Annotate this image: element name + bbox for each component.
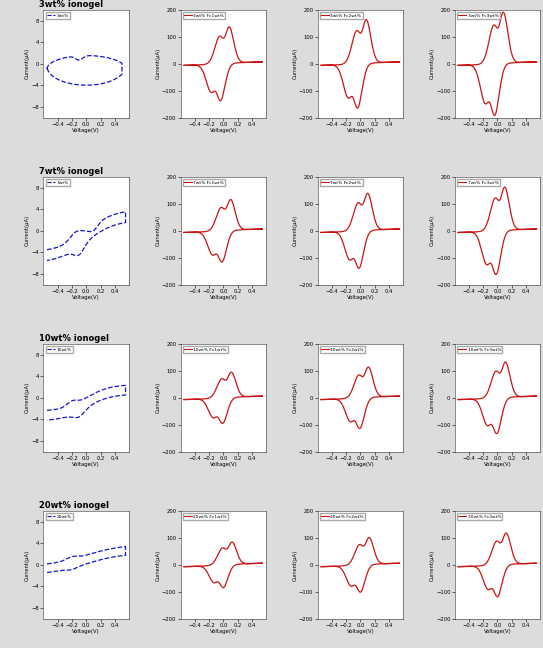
X-axis label: Voltage(V): Voltage(V) <box>346 128 374 133</box>
X-axis label: Voltage(V): Voltage(V) <box>484 462 512 467</box>
Y-axis label: Current(μA): Current(μA) <box>430 550 434 581</box>
Legend: 10wt% Fc1wt%: 10wt% Fc1wt% <box>183 346 228 353</box>
X-axis label: Voltage(V): Voltage(V) <box>72 629 100 634</box>
Legend: 3wt%: 3wt% <box>46 12 70 19</box>
Y-axis label: Current(μA): Current(μA) <box>25 382 30 413</box>
Text: 10wt% ionogel: 10wt% ionogel <box>39 334 109 343</box>
Legend: 20wt% Fc1wt%: 20wt% Fc1wt% <box>183 513 228 520</box>
Y-axis label: Current(μA): Current(μA) <box>430 48 434 79</box>
X-axis label: Voltage(V): Voltage(V) <box>210 295 237 300</box>
Legend: 7wt% Fc3wt%: 7wt% Fc3wt% <box>457 179 500 186</box>
Legend: 10wt% Fc3wt%: 10wt% Fc3wt% <box>457 346 502 353</box>
Text: 7wt% ionogel: 7wt% ionogel <box>39 167 103 176</box>
Legend: 20wt% Fc2wt%: 20wt% Fc2wt% <box>320 513 365 520</box>
Y-axis label: Current(μA): Current(μA) <box>155 382 160 413</box>
X-axis label: Voltage(V): Voltage(V) <box>346 629 374 634</box>
X-axis label: Voltage(V): Voltage(V) <box>72 128 100 133</box>
Y-axis label: Current(μA): Current(μA) <box>430 215 434 246</box>
Y-axis label: Current(μA): Current(μA) <box>25 48 30 79</box>
Text: 20wt% ionogel: 20wt% ionogel <box>39 502 109 510</box>
X-axis label: Voltage(V): Voltage(V) <box>210 462 237 467</box>
Legend: 20wt% Fc3wt%: 20wt% Fc3wt% <box>457 513 502 520</box>
Y-axis label: Current(μA): Current(μA) <box>155 550 160 581</box>
X-axis label: Voltage(V): Voltage(V) <box>210 128 237 133</box>
Y-axis label: Current(μA): Current(μA) <box>293 215 298 246</box>
Legend: 10wt% Fc2wt%: 10wt% Fc2wt% <box>320 346 365 353</box>
X-axis label: Voltage(V): Voltage(V) <box>72 462 100 467</box>
Legend: 7wt% Fc2wt%: 7wt% Fc2wt% <box>320 179 363 186</box>
X-axis label: Voltage(V): Voltage(V) <box>210 629 237 634</box>
X-axis label: Voltage(V): Voltage(V) <box>346 462 374 467</box>
Y-axis label: Current(μA): Current(μA) <box>155 215 160 246</box>
X-axis label: Voltage(V): Voltage(V) <box>72 295 100 300</box>
Legend: 10wt%: 10wt% <box>46 346 73 353</box>
Legend: 3wt% Fc1wt%: 3wt% Fc1wt% <box>183 12 225 19</box>
X-axis label: Voltage(V): Voltage(V) <box>484 629 512 634</box>
Y-axis label: Current(μA): Current(μA) <box>430 382 434 413</box>
Y-axis label: Current(μA): Current(μA) <box>293 48 298 79</box>
Legend: 3wt% Fc3wt%: 3wt% Fc3wt% <box>457 12 500 19</box>
Y-axis label: Current(μA): Current(μA) <box>25 215 30 246</box>
X-axis label: Voltage(V): Voltage(V) <box>484 295 512 300</box>
Legend: 7wt%: 7wt% <box>46 179 70 186</box>
X-axis label: Voltage(V): Voltage(V) <box>346 295 374 300</box>
Y-axis label: Current(μA): Current(μA) <box>293 550 298 581</box>
Y-axis label: Current(μA): Current(μA) <box>25 550 30 581</box>
Legend: 7wt% Fc1wt%: 7wt% Fc1wt% <box>183 179 225 186</box>
Y-axis label: Current(μA): Current(μA) <box>293 382 298 413</box>
Text: 3wt% ionogel: 3wt% ionogel <box>39 0 103 9</box>
Legend: 3wt% Fc2wt%: 3wt% Fc2wt% <box>320 12 363 19</box>
Legend: 20wt%: 20wt% <box>46 513 73 520</box>
Y-axis label: Current(μA): Current(μA) <box>155 48 160 79</box>
X-axis label: Voltage(V): Voltage(V) <box>484 128 512 133</box>
